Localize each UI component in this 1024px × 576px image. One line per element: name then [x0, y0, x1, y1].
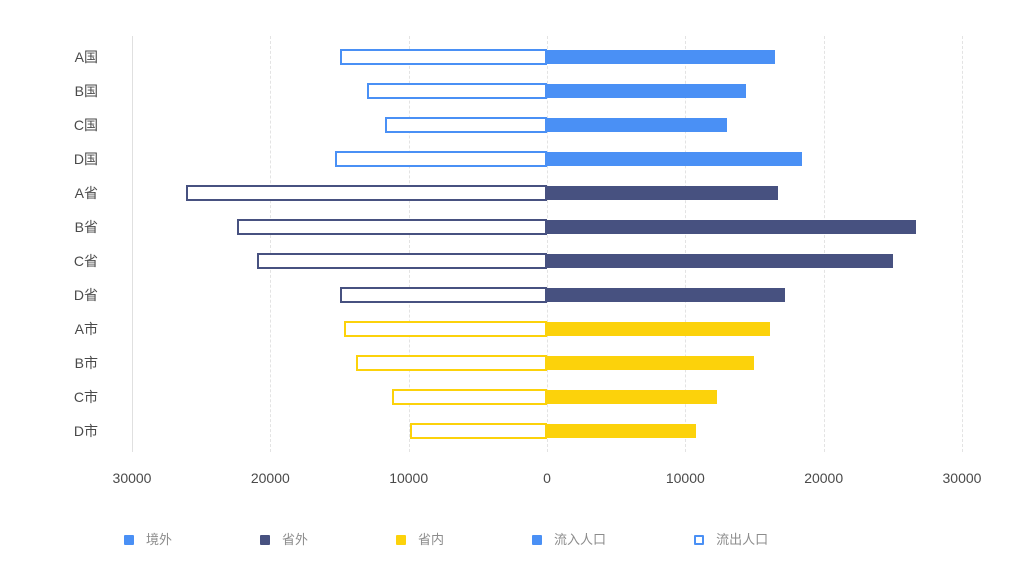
- inflow-bar: [547, 152, 802, 166]
- x-tick-label: 30000: [112, 470, 152, 486]
- legend-item-流入人口[interactable]: 流入人口: [532, 531, 606, 549]
- inflow-bar: [547, 186, 778, 200]
- inflow-bar: [547, 50, 776, 64]
- inflow-bar: [547, 424, 697, 438]
- inflow-bar: [547, 118, 727, 132]
- legend-label: 境外: [146, 532, 173, 547]
- category-label: A国: [74, 49, 98, 65]
- legend-item-省内[interactable]: 省内: [396, 531, 444, 549]
- category-label: C省: [73, 253, 98, 269]
- legend-square-icon: [260, 535, 271, 545]
- outflow-bar: [392, 389, 547, 405]
- x-tick-label: 0: [543, 470, 551, 486]
- legend: 境外 省外 省内 流入人口 流出人口: [124, 531, 768, 549]
- legend-item-流出人口[interactable]: 流出人口: [694, 531, 768, 549]
- legend-square-icon: [396, 535, 407, 545]
- category-label: B市: [74, 355, 98, 371]
- x-tick-label: 30000: [942, 470, 982, 486]
- inflow-bar: [547, 322, 770, 336]
- outflow-bar: [185, 185, 547, 201]
- outflow-bar: [339, 49, 547, 65]
- legend-label: 流出人口: [716, 532, 769, 547]
- legend-square-icon: [124, 535, 134, 545]
- inflow-bar: [547, 220, 917, 234]
- outflow-bar: [335, 151, 547, 167]
- x-gridline: [685, 36, 687, 452]
- category-label: D国: [73, 151, 98, 167]
- outflow-bar: [237, 219, 547, 235]
- x-tick-label: 10000: [389, 470, 429, 486]
- inflow-bar: [547, 356, 755, 370]
- legend-item-境外[interactable]: 境外: [124, 531, 172, 549]
- outflow-bar: [385, 117, 547, 133]
- legend-outline-square-icon: [694, 535, 705, 545]
- x-gridline: [408, 36, 410, 452]
- legend-item-省外[interactable]: 省外: [260, 531, 308, 549]
- inflow-bar: [547, 84, 747, 98]
- legend-label: 省内: [418, 532, 445, 547]
- category-label: B国: [74, 83, 98, 99]
- outflow-bar: [356, 355, 547, 371]
- x-gridline: [270, 36, 272, 452]
- category-label: A省: [74, 185, 98, 201]
- legend-square-icon: [532, 535, 543, 545]
- inflow-bar: [547, 288, 785, 302]
- category-label: C国: [73, 117, 98, 133]
- outflow-bar: [367, 83, 547, 99]
- legend-label: 流入人口: [554, 532, 607, 547]
- x-gridline: [961, 36, 963, 452]
- x-tick-label: 20000: [250, 470, 290, 486]
- legend-label: 省外: [282, 532, 309, 547]
- outflow-bar: [410, 423, 547, 439]
- x-tick-label: 10000: [665, 470, 705, 486]
- x-tick-label: 20000: [804, 470, 844, 486]
- inflow-bar: [547, 254, 893, 268]
- category-label: D省: [73, 287, 98, 303]
- category-label: C市: [73, 389, 98, 405]
- category-label: B省: [74, 219, 98, 235]
- outflow-bar: [256, 253, 547, 269]
- category-label: D市: [73, 423, 98, 439]
- outflow-bar: [339, 287, 547, 303]
- x-gridline: [823, 36, 825, 452]
- category-label: A市: [74, 321, 98, 337]
- y-axis-line: [132, 36, 133, 452]
- x-gridline: [547, 36, 548, 452]
- inflow-bar: [547, 390, 718, 404]
- outflow-bar: [343, 321, 547, 337]
